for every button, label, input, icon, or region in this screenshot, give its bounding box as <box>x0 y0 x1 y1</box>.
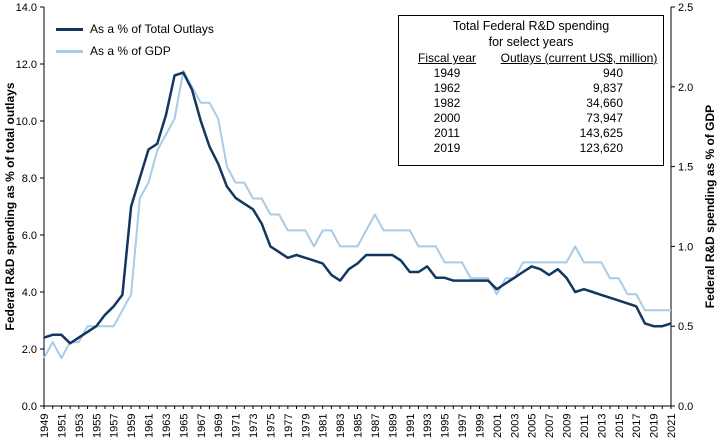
x-tick-label: 1979 <box>300 414 312 438</box>
legend: As a % of Total Outlays As a % of GDP <box>56 18 214 62</box>
legend-item-outlays: As a % of Total Outlays <box>56 18 214 40</box>
x-tick-label: 2015 <box>614 414 626 438</box>
left-y-tick-label: 10.0 <box>16 116 37 128</box>
table-header-outlays: Outlays (current US$, million) <box>500 51 658 65</box>
table-cell-year: 1982 <box>433 96 461 110</box>
table-cell-value: 940 <box>602 66 623 80</box>
series-line-outlays <box>43 71 672 345</box>
x-tick-label: 1991 <box>405 414 417 438</box>
x-tick-label: 1971 <box>231 414 243 438</box>
x-tick-label: 1985 <box>353 414 365 438</box>
x-tick-label: 2007 <box>544 414 556 438</box>
left-y-tick-label: 2.0 <box>22 344 37 356</box>
table-cell-value: 143,625 <box>579 126 623 140</box>
left-y-tick-label: 14.0 <box>16 2 37 14</box>
table-row: 1949 940 <box>399 66 663 81</box>
x-tick-label: 1981 <box>318 414 330 438</box>
left-y-tick-label: 12.0 <box>16 59 37 71</box>
x-tick-label: 2011 <box>579 414 591 438</box>
x-tick-label: 2021 <box>666 414 678 438</box>
table-row: 2011 143,625 <box>399 126 663 141</box>
x-tick-label: 1955 <box>91 414 103 438</box>
table-row: 2000 73,947 <box>399 111 663 126</box>
x-tick-label: 2001 <box>492 414 504 438</box>
x-tick-label: 1993 <box>422 414 434 438</box>
right-y-tick-label: 2.0 <box>678 82 693 94</box>
left-y-tick-label: 0.0 <box>22 401 37 413</box>
table-title-line2: for select years <box>488 35 574 49</box>
table-cell-value: 34,660 <box>586 96 623 110</box>
table-body: Fiscal year Outlays (current US$, millio… <box>399 51 663 156</box>
table-cell-value: 73,947 <box>586 111 623 125</box>
table-row: 1982 34,660 <box>399 96 663 111</box>
x-tick-label: 2005 <box>527 414 539 438</box>
x-tick-label: 1963 <box>161 414 173 438</box>
x-tick-label: 1977 <box>283 414 295 438</box>
x-tick-label: 2009 <box>562 414 574 438</box>
x-tick-label: 1989 <box>387 414 399 438</box>
table-header-year: Fiscal year <box>417 51 476 65</box>
x-tick-label: 1951 <box>56 414 68 438</box>
legend-label-gdp: As a % of GDP <box>90 44 171 58</box>
x-tick-label: 1959 <box>126 414 138 438</box>
legend-label-outlays: As a % of Total Outlays <box>90 22 214 36</box>
x-tick-label: 2013 <box>596 414 608 438</box>
left-y-tick-label: 6.0 <box>22 230 37 242</box>
table-cell-value: 9,837 <box>592 81 623 95</box>
table-title-line1: Total Federal R&D spending <box>452 19 610 33</box>
x-tick-label: 1957 <box>109 414 121 438</box>
table-row: 1962 9,837 <box>399 81 663 96</box>
x-tick-label: 1967 <box>196 414 208 438</box>
x-tick-label: 1973 <box>248 414 260 438</box>
x-tick-label: 1961 <box>144 414 156 438</box>
x-tick-label: 1953 <box>74 414 86 438</box>
rd-spending-table: Total Federal R&D spending for select ye… <box>398 15 664 166</box>
legend-swatch-gdp <box>56 49 83 53</box>
table-cell-year: 1949 <box>433 66 461 80</box>
table-title: Total Federal R&D spending for select ye… <box>399 18 663 50</box>
left-y-tick-label: 8.0 <box>22 173 37 185</box>
table-row: 2019 123,620 <box>399 141 663 156</box>
table-cell-year: 2011 <box>434 126 460 140</box>
x-tick-label: 1995 <box>440 414 452 438</box>
x-tick-label: 2017 <box>631 414 643 438</box>
table-cell-year: 2019 <box>433 141 461 155</box>
series-line-gdp <box>43 69 671 360</box>
left-y-tick-label: 4.0 <box>22 287 37 299</box>
x-tick-label: 1983 <box>335 414 347 438</box>
x-tick-label: 2019 <box>649 414 661 438</box>
right-y-tick-label: 0.5 <box>678 321 693 333</box>
x-tick-label: 2003 <box>509 414 521 438</box>
table-cell-year: 1962 <box>433 81 461 95</box>
x-tick-label: 1949 <box>39 414 51 438</box>
x-tick-label: 1965 <box>178 414 190 438</box>
right-y-tick-label: 1.5 <box>678 162 693 174</box>
right-y-tick-label: 2.5 <box>678 2 693 14</box>
legend-swatch-outlays <box>56 27 83 31</box>
x-tick-label: 1975 <box>265 414 277 438</box>
legend-item-gdp: As a % of GDP <box>56 40 214 62</box>
right-y-axis-title: Federal R&D spending as % of GDP <box>703 105 717 308</box>
left-y-axis-title: Federal R&D spending as % of total outla… <box>3 82 17 330</box>
x-tick-label: 1987 <box>370 414 382 438</box>
table-cell-value: 123,620 <box>579 141 623 155</box>
table-cell-year: 2000 <box>433 111 461 125</box>
x-tick-label: 1999 <box>474 414 486 438</box>
right-y-tick-label: 1.0 <box>678 241 693 253</box>
x-tick-label: 1969 <box>213 414 225 438</box>
right-y-tick-label: 0.0 <box>678 401 693 413</box>
x-tick-label: 1997 <box>457 414 469 438</box>
